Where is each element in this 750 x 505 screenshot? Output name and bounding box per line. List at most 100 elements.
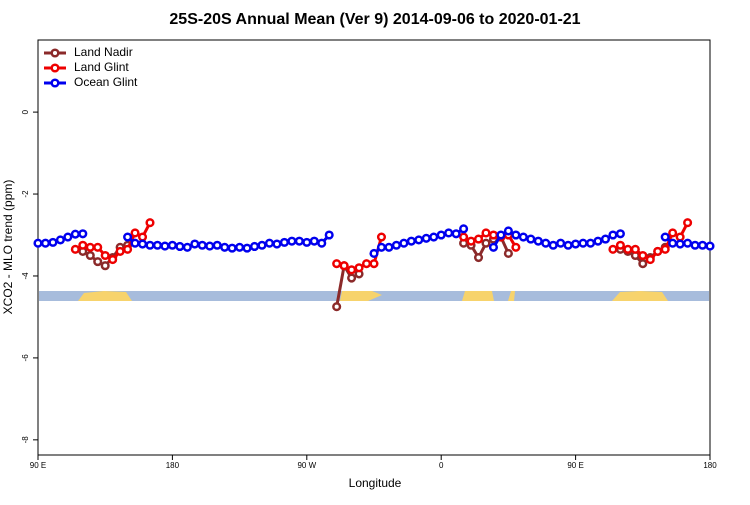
y-tick-label: -8	[21, 436, 30, 444]
point	[123, 232, 133, 242]
point	[376, 232, 387, 242]
point	[578, 238, 588, 248]
point	[354, 263, 364, 273]
point	[123, 244, 133, 254]
point	[78, 229, 88, 239]
point	[399, 238, 409, 248]
point	[70, 244, 80, 254]
point	[317, 238, 327, 248]
land-blob	[78, 291, 132, 301]
point	[638, 250, 648, 261]
point	[503, 248, 513, 258]
point	[115, 246, 125, 256]
land-blob	[462, 291, 515, 301]
legend-label: Land Nadir	[74, 45, 133, 59]
point	[541, 238, 551, 248]
point	[623, 244, 633, 254]
point	[473, 234, 484, 244]
point	[78, 240, 88, 250]
point	[675, 239, 685, 249]
point	[683, 218, 693, 228]
point	[70, 229, 80, 239]
x-tick-label: 90 E	[567, 461, 583, 470]
point	[421, 233, 431, 243]
point	[257, 240, 267, 250]
point	[63, 232, 73, 242]
point	[137, 232, 148, 242]
point	[85, 242, 95, 252]
point	[600, 234, 611, 244]
point	[190, 239, 200, 249]
point	[332, 302, 342, 312]
point	[496, 230, 506, 240]
point	[391, 240, 401, 250]
legend-marker	[50, 48, 60, 58]
point	[473, 252, 484, 263]
point	[93, 242, 103, 252]
point	[287, 236, 297, 246]
point	[40, 238, 51, 248]
point	[488, 242, 499, 252]
point	[197, 240, 207, 250]
point	[93, 257, 103, 267]
point	[294, 236, 304, 246]
point	[137, 239, 148, 249]
point	[660, 244, 670, 254]
point	[100, 250, 110, 261]
point	[376, 242, 387, 252]
point	[690, 240, 700, 250]
point	[130, 238, 140, 248]
point	[48, 237, 58, 247]
point	[481, 228, 491, 238]
point	[369, 259, 379, 269]
point	[503, 226, 513, 236]
point	[369, 248, 379, 258]
point	[242, 243, 252, 253]
point	[697, 240, 708, 250]
point	[85, 250, 95, 261]
point	[675, 232, 685, 242]
chart-title: 25S-20S Annual Mean (Ver 9) 2014-09-06 t…	[169, 11, 580, 28]
point	[160, 241, 170, 251]
point	[384, 242, 394, 252]
point	[339, 261, 349, 271]
point	[563, 240, 573, 250]
land-blob	[340, 291, 382, 301]
point	[608, 244, 618, 254]
land-blob	[612, 291, 668, 301]
point	[100, 261, 110, 271]
point	[518, 232, 528, 242]
point	[145, 218, 155, 228]
point	[511, 242, 521, 252]
point	[429, 232, 439, 242]
point	[668, 238, 678, 248]
land-strip	[39, 291, 709, 301]
y-tick-label: -2	[21, 190, 30, 198]
point	[548, 240, 558, 250]
point	[108, 255, 118, 265]
point	[630, 244, 640, 254]
point	[205, 241, 215, 251]
point	[526, 234, 536, 244]
point	[645, 255, 655, 265]
point	[212, 240, 222, 250]
point	[436, 230, 446, 240]
point	[332, 259, 342, 269]
point	[481, 238, 491, 248]
x-tick-label: 90 E	[30, 461, 46, 470]
point	[511, 230, 521, 240]
point	[361, 259, 372, 269]
x-tick-label: 180	[703, 461, 717, 470]
point	[152, 240, 163, 250]
y-tick-label: 0	[21, 109, 30, 114]
point	[571, 239, 581, 249]
x-tick-label: 0	[439, 461, 444, 470]
point	[585, 238, 596, 248]
point	[249, 241, 260, 252]
point	[347, 265, 357, 275]
point	[414, 235, 424, 245]
y-axis-label: XCO2 - MLO trend (ppm)	[1, 180, 15, 315]
point	[533, 236, 543, 246]
